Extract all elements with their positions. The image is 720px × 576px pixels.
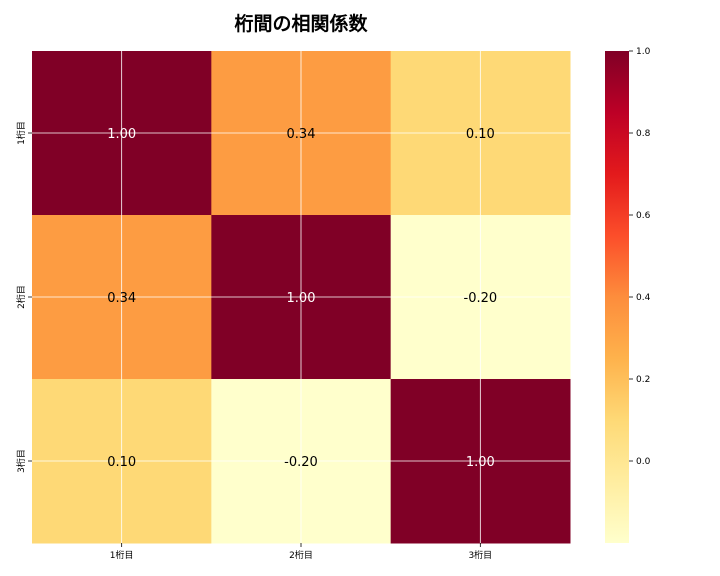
colorbar-tick-label: 1.0 <box>636 47 651 57</box>
cell-annotation: 1.00 <box>107 127 136 142</box>
cell-annotation: 0.10 <box>107 455 136 470</box>
cell-annotation: 0.34 <box>107 291 136 306</box>
colorbar-tick-label: 0.6 <box>636 211 651 221</box>
x-tick-label: 1桁目 <box>110 549 134 561</box>
colorbar: 0.0 0.2 0.4 0.6 0.8 1.0 <box>605 47 651 543</box>
colorbar-gradient <box>605 51 629 543</box>
heatmap-annotations: 1.00 0.34 0.10 0.34 1.00 -0.20 0.10 -0.20 1.00 <box>107 127 497 470</box>
y-tick-label: 1桁目 <box>15 121 27 145</box>
x-tick-label: 3桁目 <box>468 549 492 561</box>
cell-annotation: 0.10 <box>466 127 495 142</box>
colorbar-tick-label: 0.4 <box>636 293 651 303</box>
chart-title: 桁間の相関係数 <box>234 12 368 35</box>
colorbar-tick-label: 0.8 <box>636 129 651 139</box>
cell-annotation: -0.20 <box>284 455 318 470</box>
y-tick-label: 3桁目 <box>15 449 27 473</box>
cell-annotation: 1.00 <box>466 455 495 470</box>
y-tick-label: 2桁目 <box>15 285 27 309</box>
colorbar-tick-label: 0.0 <box>636 457 651 467</box>
x-axis: 1桁目 2桁目 3桁目 <box>110 543 492 561</box>
colorbar-tick-label: 0.2 <box>636 375 650 385</box>
heatmap-gridlines <box>32 51 570 543</box>
x-tick-label: 2桁目 <box>289 549 313 561</box>
cell-annotation: 0.34 <box>287 127 316 142</box>
y-axis: 1桁目 2桁目 3桁目 <box>15 121 32 473</box>
cell-annotation: 1.00 <box>287 291 316 306</box>
cell-annotation: -0.20 <box>464 291 498 306</box>
